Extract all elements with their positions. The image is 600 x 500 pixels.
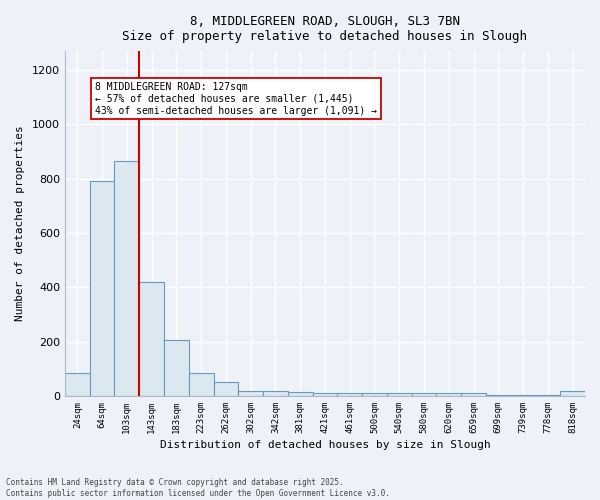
Bar [560, 390, 585, 396]
Bar [535, 394, 560, 396]
Bar [387, 393, 412, 396]
Title: 8, MIDDLEGREEN ROAD, SLOUGH, SL3 7BN
Size of property relative to detached house: 8, MIDDLEGREEN ROAD, SLOUGH, SL3 7BN Siz… [122, 15, 527, 43]
Bar [189, 373, 214, 396]
Y-axis label: Number of detached properties: Number of detached properties [15, 126, 25, 322]
Text: Contains HM Land Registry data © Crown copyright and database right 2025.
Contai: Contains HM Land Registry data © Crown c… [6, 478, 390, 498]
Bar [263, 390, 288, 396]
Bar [139, 282, 164, 396]
Bar [362, 393, 387, 396]
Bar [214, 382, 238, 396]
Bar [412, 393, 436, 396]
Text: 8 MIDDLEGREEN ROAD: 127sqm
← 57% of detached houses are smaller (1,445)
43% of s: 8 MIDDLEGREEN ROAD: 127sqm ← 57% of deta… [95, 82, 377, 116]
Bar [436, 393, 461, 396]
Bar [337, 393, 362, 396]
Bar [238, 390, 263, 396]
Bar [164, 340, 189, 396]
Bar [461, 393, 486, 396]
X-axis label: Distribution of detached houses by size in Slough: Distribution of detached houses by size … [160, 440, 490, 450]
Bar [65, 373, 89, 396]
Bar [115, 161, 139, 396]
Bar [89, 182, 115, 396]
Bar [511, 394, 535, 396]
Bar [313, 393, 337, 396]
Bar [288, 392, 313, 396]
Bar [486, 394, 511, 396]
